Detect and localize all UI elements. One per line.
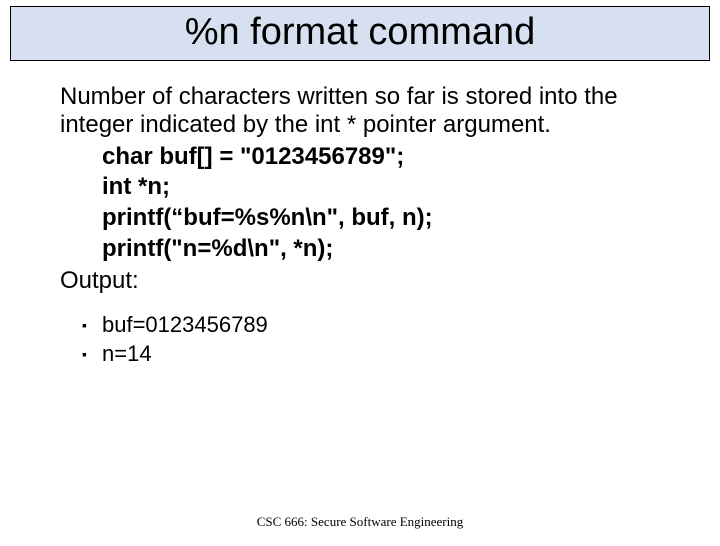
code-line: printf("n=%d\n", *n); [102,234,660,265]
bullet-item: ▪ n=14 [82,340,660,369]
output-bullets: ▪ buf=0123456789 ▪ n=14 [60,311,660,368]
bullet-text: n=14 [102,340,660,369]
code-line: char buf[] = "0123456789"; [102,142,660,173]
code-line: int *n; [102,172,660,203]
bullet-marker-icon: ▪ [82,340,102,363]
bullet-marker-icon: ▪ [82,311,102,334]
intro-paragraph: Number of characters written so far is s… [60,83,660,140]
slide-content: Number of characters written so far is s… [0,61,720,368]
title-bar: %n format command [10,6,710,61]
output-label: Output: [60,267,660,296]
code-line: printf(“buf=%s%n\n", buf, n); [102,203,660,234]
code-block: char buf[] = "0123456789"; int *n; print… [60,142,660,265]
bullet-item: ▪ buf=0123456789 [82,311,660,340]
slide-title: %n format command [11,11,709,54]
slide-footer: CSC 666: Secure Software Engineering [0,514,720,530]
bullet-text: buf=0123456789 [102,311,660,340]
